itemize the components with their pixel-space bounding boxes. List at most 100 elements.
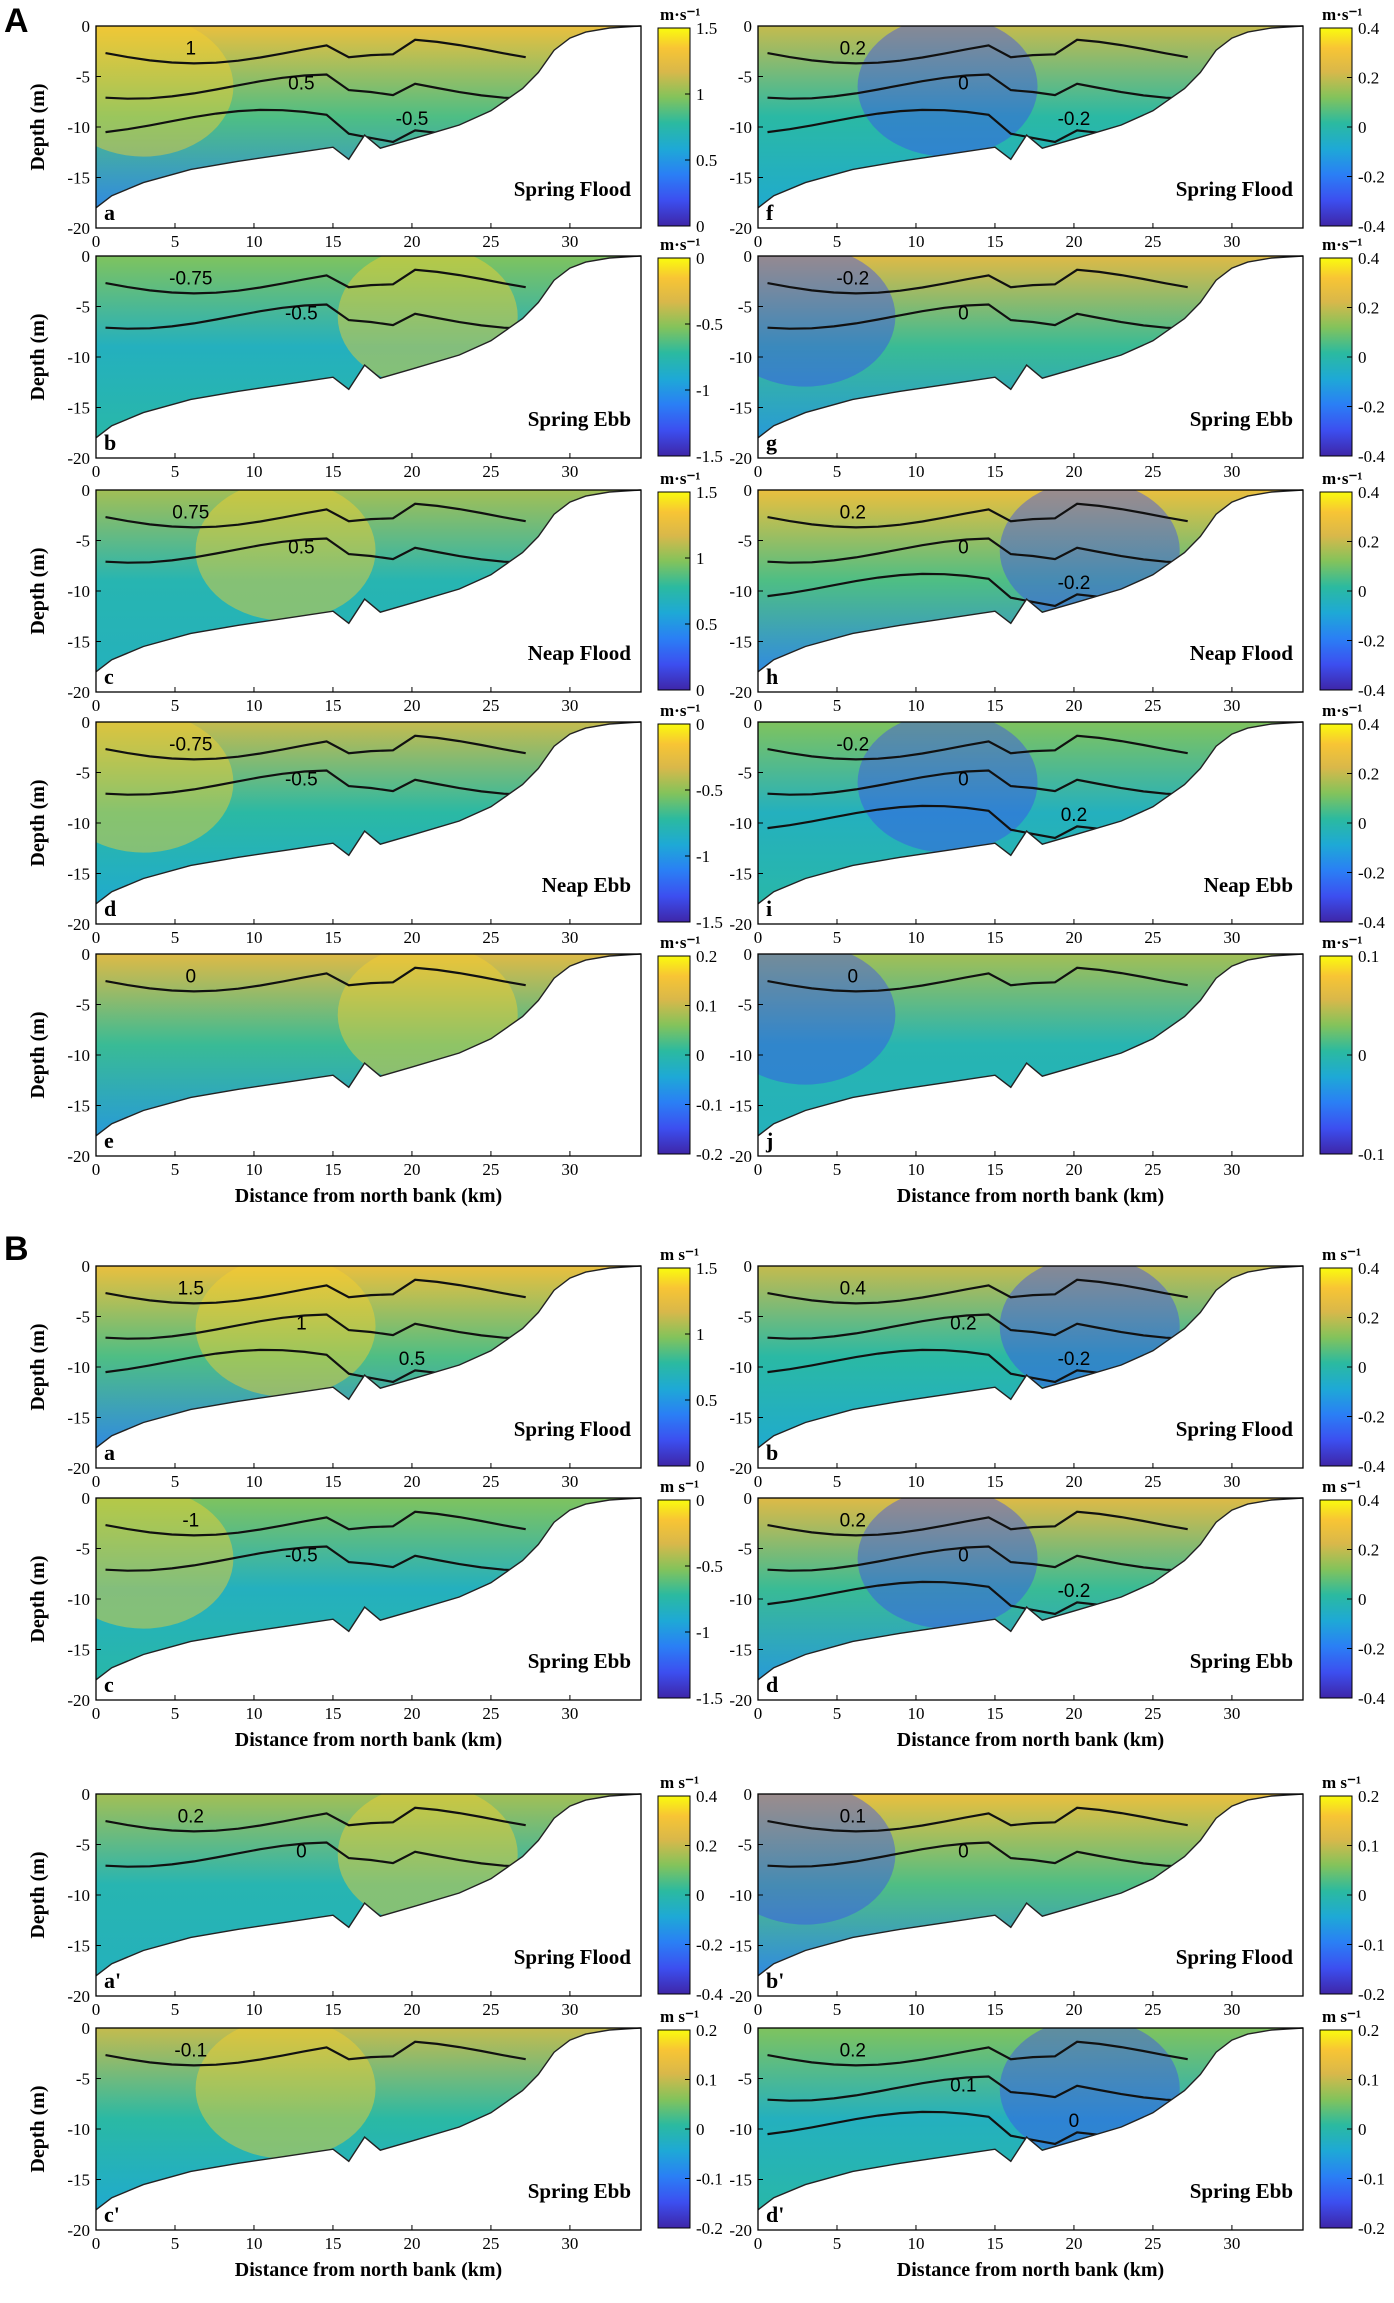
- x-axis-label: Distance from north bank (km): [235, 1729, 502, 1751]
- colorbar-tick-label: -1: [696, 381, 710, 400]
- panel-letter: f: [766, 200, 774, 225]
- channel-bed: [757, 1497, 1304, 1681]
- field-core: [96, 26, 234, 157]
- contour-line: [105, 38, 526, 65]
- contour-label: 0.2: [840, 1510, 866, 1531]
- colorbar-tick-label: -0.2: [696, 1936, 723, 1955]
- x-tick-label: 30: [1223, 232, 1240, 251]
- panel-title: Neap Flood: [1190, 641, 1294, 665]
- panel-title: Spring Ebb: [1190, 2179, 1293, 2203]
- colorbar-tick-label: -0.4: [1358, 913, 1385, 932]
- x-tick-label: 30: [1223, 1160, 1240, 1179]
- colorbar-tick-label: -1.5: [696, 447, 723, 466]
- panel-title: Spring Ebb: [528, 2179, 631, 2203]
- x-tick-label: 10: [245, 696, 262, 715]
- colorbar-tick-label: 0: [696, 715, 705, 734]
- contour-label: 0: [296, 1842, 307, 1863]
- y-tick-label: -5: [76, 1308, 90, 1327]
- contour-label: 0.1: [840, 1806, 866, 1827]
- x-tick-label: 30: [561, 928, 578, 947]
- x-axis-label: Distance from north bank (km): [897, 2259, 1164, 2281]
- y-tick-label: -15: [729, 633, 752, 652]
- contour-label: -0.5: [285, 770, 318, 791]
- x-tick-label: 0: [754, 2234, 763, 2253]
- contour-label: 0.2: [840, 2040, 866, 2061]
- x-tick-label: 15: [324, 1704, 341, 1723]
- x-tick-label: 15: [324, 2000, 341, 2019]
- colorbar-tick-label: 0: [1358, 118, 1367, 137]
- colorbar-tick-label: 0: [696, 1491, 705, 1510]
- contour-line: [767, 1545, 1188, 1572]
- colorbar: [1319, 2029, 1353, 2229]
- channel-bed: [95, 721, 642, 905]
- colorbar-tick-label: 0: [1358, 814, 1367, 833]
- y-tick-label: -15: [729, 399, 752, 418]
- x-tick-label: 30: [561, 1160, 578, 1179]
- panel-B-d: 0.20-0.20-5-10-15-200 5 10 15 20 25 30dSpring …: [729, 1477, 1385, 1751]
- panel-letter: c: [104, 1672, 114, 1697]
- colorbar-tick-label: -0.5: [696, 315, 723, 334]
- colorbar-tick-label: 1.5: [696, 483, 717, 502]
- y-tick-label: -5: [738, 1540, 752, 1559]
- contour-label: -0.2: [836, 268, 869, 289]
- y-tick-label: 0: [82, 945, 91, 964]
- colorbar-unit: m s⁻¹: [1322, 1245, 1361, 1264]
- channel-bed: [757, 2027, 1304, 2211]
- colorbar-unit: m·s⁻¹: [1322, 469, 1363, 488]
- velocity-field: [96, 954, 641, 1136]
- x-tick-label: 0: [92, 696, 101, 715]
- channel-bed: [757, 489, 1304, 673]
- x-tick-label: 15: [986, 696, 1003, 715]
- colorbar: [1319, 27, 1353, 227]
- x-tick-label: 20: [403, 928, 420, 947]
- y-tick-label: -10: [729, 2120, 752, 2139]
- colorbar-tick-label: 0.4: [1358, 715, 1380, 734]
- x-tick-label: 0: [92, 2000, 101, 2019]
- x-tick-label: 20: [1065, 232, 1082, 251]
- contour-label: 0: [958, 538, 969, 559]
- contour-line: [767, 734, 1188, 761]
- x-tick-label: 5: [171, 462, 180, 481]
- colorbar-unit: m s⁻¹: [1322, 2007, 1361, 2026]
- contour-label: 0: [958, 1842, 969, 1863]
- contour-label: -0.1: [174, 2040, 207, 2061]
- channel-bed: [757, 255, 1304, 439]
- panel-title: Spring Flood: [514, 1945, 632, 1969]
- panel-letter: b: [104, 430, 116, 455]
- colorbar-tick-label: 0.2: [696, 1837, 717, 1856]
- colorbar-tick-label: -0.1: [1358, 2170, 1385, 2189]
- panel-letter: a': [104, 1968, 121, 1993]
- x-tick-label: 0: [92, 1704, 101, 1723]
- colorbar-unit: m·s⁻¹: [660, 701, 701, 720]
- panel-title: Spring Flood: [1176, 1945, 1294, 1969]
- x-tick-label: 0: [92, 1472, 101, 1491]
- colorbar-tick-label: 0: [696, 217, 705, 236]
- contour-label: 0.5: [288, 74, 314, 95]
- y-tick-label: -20: [67, 683, 90, 702]
- x-tick-label: 25: [1144, 928, 1161, 947]
- colorbar-tick-label: 0: [1358, 1886, 1367, 1905]
- x-tick-label: 5: [171, 1704, 180, 1723]
- x-tick-label: 15: [324, 1472, 341, 1491]
- contour-label: 0.2: [1061, 805, 1087, 826]
- contour-label: 0.1: [950, 2076, 976, 2097]
- x-tick-label: 25: [1144, 2000, 1161, 2019]
- y-tick-label: -15: [67, 1409, 90, 1428]
- x-tick-label: 20: [1065, 1160, 1082, 1179]
- x-axis-label: Distance from north bank (km): [897, 1729, 1164, 1751]
- channel-bed: [95, 489, 642, 673]
- colorbar-tick-label: 0.4: [1358, 1259, 1380, 1278]
- y-tick-label: -10: [729, 1886, 752, 1905]
- contour-line: [105, 734, 526, 761]
- contour-label: -0.2: [1058, 573, 1091, 594]
- colorbar: [1319, 257, 1353, 457]
- colorbar: [1319, 955, 1353, 1155]
- x-tick-label: 20: [1065, 696, 1082, 715]
- y-tick-label: -15: [729, 169, 752, 188]
- panel-letter: e: [104, 1128, 114, 1153]
- y-tick-label: -15: [729, 1409, 752, 1428]
- colorbar: [657, 2029, 691, 2229]
- y-tick-label: -15: [67, 1937, 90, 1956]
- channel-bed: [757, 721, 1304, 905]
- contour-line: [767, 73, 1188, 100]
